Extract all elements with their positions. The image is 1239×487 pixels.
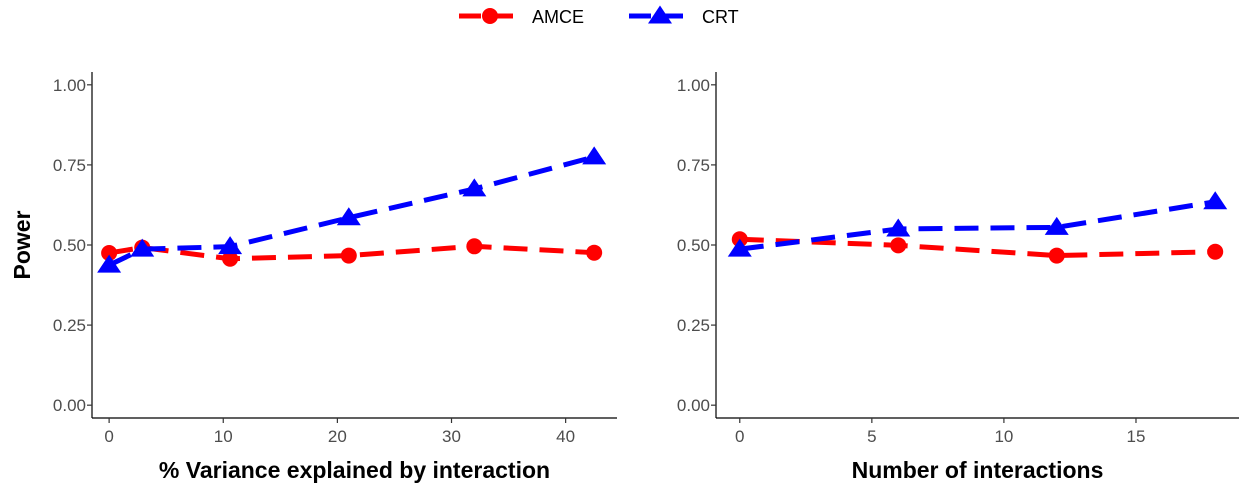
y-axis-title: Power [9,210,35,279]
crt-point [886,218,911,237]
crt-point [1203,191,1228,210]
crt-series-line [108,154,595,268]
x-axis-title: % Variance explained by interaction [159,457,550,483]
legend: AMCE CRT [459,5,739,27]
crt-point [462,178,487,197]
legend-crt-marker [648,5,672,24]
y-tick-label: 0.00 [53,396,86,415]
x-tick-label: 10 [214,427,233,446]
amce-point [340,247,357,264]
amce-point [586,244,603,261]
x-tick-label: 40 [556,427,575,446]
crt-series-line [739,199,1216,252]
x-tick-label: 20 [328,427,347,446]
x-tick-label: 0 [104,427,113,446]
y-tick-label: 0.25 [53,316,86,335]
x-axis-title: Number of interactions [852,457,1104,483]
amce-series-line [108,243,595,262]
x-tick-label: 0 [735,427,744,446]
amce-series-line [739,236,1216,259]
left-panel: 0.00 0.25 0.50 0.75 1.00 0 10 20 30 40 % Variance … [9,72,617,483]
y-tick-label: 0.75 [677,156,710,175]
crt-point [130,238,155,257]
crt-point [727,238,752,257]
x-tick-label: 10 [994,427,1013,446]
y-tick-label: 1.00 [677,76,710,95]
crt-point [336,207,361,226]
right-panel: 0.00 0.25 0.50 0.75 1.00 0 5 10 15 Number of inte… [677,72,1239,483]
amce-point [890,237,907,254]
x-tick-label: 15 [1127,427,1146,446]
x-tick-label: 5 [867,427,876,446]
amce-point [101,245,118,262]
legend-amce-marker [482,8,498,24]
amce-point [466,238,483,255]
amce-point [1048,247,1065,264]
y-tick-label: 0.75 [53,156,86,175]
crt-point [582,146,607,165]
legend-crt-label: CRT [702,7,739,27]
y-tick-label: 1.00 [53,76,86,95]
amce-point [222,250,239,267]
legend-amce-label: AMCE [532,7,584,27]
crt-point [97,254,122,273]
y-tick-label: 0.50 [677,236,710,255]
amce-point [1207,243,1224,260]
x-tick-label: 30 [442,427,461,446]
crt-point [1044,216,1069,235]
y-tick-label: 0.00 [677,396,710,415]
crt-point [218,236,243,255]
y-tick-label: 0.50 [53,236,86,255]
y-tick-label: 0.25 [677,316,710,335]
